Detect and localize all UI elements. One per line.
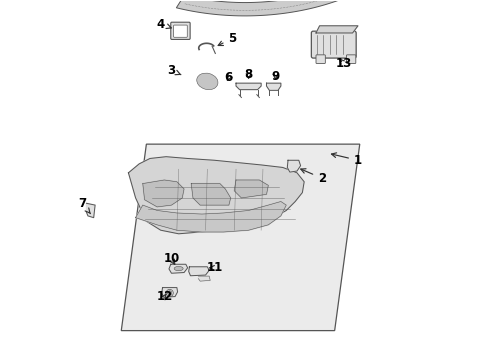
Text: 8: 8 (245, 68, 253, 81)
Text: 5: 5 (218, 32, 237, 45)
Ellipse shape (197, 73, 218, 90)
Polygon shape (236, 83, 261, 90)
FancyBboxPatch shape (171, 22, 190, 40)
Text: 13: 13 (336, 57, 352, 70)
Polygon shape (287, 160, 300, 172)
Polygon shape (162, 288, 177, 297)
Text: 1: 1 (331, 153, 362, 167)
Ellipse shape (174, 266, 183, 271)
Polygon shape (189, 267, 209, 276)
FancyBboxPatch shape (316, 55, 325, 63)
Polygon shape (267, 83, 281, 90)
FancyBboxPatch shape (311, 31, 356, 58)
Polygon shape (169, 264, 188, 273)
Polygon shape (198, 276, 210, 281)
Polygon shape (87, 203, 95, 218)
Text: 3: 3 (168, 64, 181, 77)
Polygon shape (234, 180, 269, 198)
Text: 9: 9 (271, 69, 280, 82)
Text: 4: 4 (157, 18, 171, 31)
Text: 2: 2 (301, 169, 326, 185)
Polygon shape (191, 184, 231, 205)
FancyBboxPatch shape (346, 55, 356, 63)
Text: 12: 12 (156, 290, 172, 303)
Polygon shape (128, 157, 304, 234)
Text: 11: 11 (206, 261, 222, 274)
FancyBboxPatch shape (173, 25, 187, 37)
Text: 7: 7 (78, 197, 91, 214)
Polygon shape (316, 26, 358, 33)
Polygon shape (176, 0, 429, 16)
Polygon shape (143, 180, 184, 207)
Polygon shape (122, 144, 360, 330)
Text: 10: 10 (163, 252, 180, 265)
Polygon shape (136, 202, 286, 232)
Text: 6: 6 (225, 71, 233, 84)
Circle shape (168, 291, 172, 295)
